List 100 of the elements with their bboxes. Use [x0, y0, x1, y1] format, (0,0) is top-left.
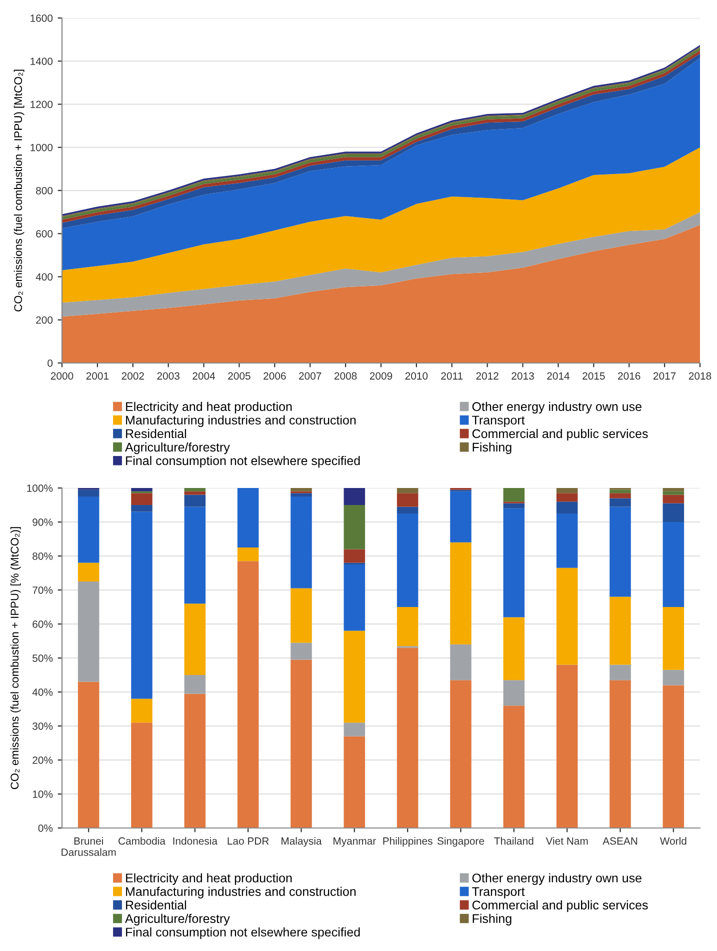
x-tick-label: Thailand: [494, 837, 534, 845]
x-tick-label: 2000: [50, 372, 74, 380]
legend-label: Commercial and public services: [472, 900, 648, 912]
x-tick-label: ASEAN: [602, 837, 638, 845]
y-tick-label: 50%: [32, 654, 53, 662]
bar: [184, 494, 206, 507]
bar: [662, 494, 684, 504]
bar: [184, 694, 206, 828]
bar: [503, 706, 525, 828]
bar: [450, 491, 472, 542]
y-tick-label: 30%: [32, 722, 53, 730]
y-tick-label: 800: [36, 187, 53, 194]
x-tick-label: Myanmar: [334, 837, 376, 847]
x-tick-label: 2015: [582, 372, 605, 380]
bar: [344, 736, 366, 828]
bar: [396, 607, 418, 646]
legend-label: Electricity and heat production: [126, 402, 292, 414]
x-tick-label: 2007: [299, 372, 322, 380]
bar: [78, 582, 100, 682]
bar: [610, 490, 631, 494]
bar: [78, 490, 100, 496]
x-tick-label: 2017: [653, 372, 676, 380]
y-tick-label: 200: [36, 316, 53, 324]
x-tick-label: 2012: [476, 372, 498, 380]
bar: [290, 660, 312, 828]
legend-label: Fishing: [472, 442, 512, 454]
y-tick-label: 0%: [38, 824, 53, 832]
x-tick-label: Singapore: [437, 837, 484, 847]
y-tick-label: 60%: [32, 620, 53, 628]
bar: [78, 562, 100, 582]
x-tick-label: Viet Nam: [546, 837, 588, 845]
bar: [662, 522, 684, 607]
legend-label: Other energy industry own use: [472, 873, 642, 885]
bar: [662, 503, 684, 522]
bar: [131, 505, 152, 512]
bar: [237, 548, 259, 562]
x-tick-label: Indonesia: [173, 837, 218, 845]
bar: [662, 488, 684, 492]
y-axis-title: CO₂ emissions (fuel combustion + IPPU) [% (MtCO₂)]: [10, 527, 21, 790]
bar: [556, 488, 578, 494]
bar: [610, 506, 631, 597]
bar: [610, 498, 631, 507]
bar: [344, 722, 366, 736]
bar: [344, 505, 366, 550]
x-tick-label: Malaysia: [282, 837, 322, 847]
bar: [610, 493, 631, 498]
bar: [450, 644, 472, 680]
bar: [131, 488, 152, 492]
y-tick-label: 100%: [27, 484, 53, 492]
bar: [610, 596, 631, 665]
bar: [184, 604, 206, 675]
legend-label: Final consumption not elsewhere specified: [126, 456, 360, 468]
bar: [503, 617, 525, 680]
bar: [556, 502, 578, 514]
x-tick-label: Brunei Darussalam: [62, 837, 116, 856]
y-tick-label: 0: [48, 360, 53, 367]
bar: [290, 493, 312, 496]
y-tick-label: 70%: [32, 586, 53, 594]
legend-label: Other energy industry own use: [472, 402, 642, 414]
bar: [237, 561, 259, 828]
x-tick-label: 2001: [86, 372, 109, 380]
y-axis-title: CO₂ emissions (fuel combustion + IPPU) [MtCO₂]: [14, 70, 24, 312]
bar: [662, 685, 684, 828]
bar: [610, 664, 631, 680]
x-tick-label: 2010: [405, 372, 428, 380]
legend-label: Residential: [126, 900, 186, 910]
bar: [610, 680, 631, 828]
y-tick-label: 80%: [32, 552, 53, 560]
bar: [131, 698, 152, 723]
legend-label: Agriculture/forestry: [125, 914, 230, 926]
y-tick-label: 20%: [32, 756, 53, 764]
bar: [503, 680, 525, 706]
bar: [290, 496, 312, 588]
x-tick-label: 2011: [441, 372, 463, 380]
bar: [662, 607, 684, 670]
bar: [503, 508, 525, 618]
y-tick-label: 40%: [32, 688, 53, 696]
legend-label: Manufacturing industries and construction: [126, 415, 356, 428]
bar: [662, 670, 684, 686]
bar: [131, 512, 152, 699]
bar: [396, 493, 418, 507]
bar: [78, 496, 100, 563]
x-tick-label: Lao PDR: [228, 837, 269, 845]
bar: [131, 493, 152, 505]
bar: [556, 514, 578, 568]
x-tick-label: World: [660, 837, 686, 845]
bar: [290, 488, 312, 492]
bar: [184, 506, 206, 604]
legend-label: Residential: [126, 428, 186, 438]
bar: [344, 549, 366, 563]
legend-label: Commercial and public services: [472, 428, 648, 441]
legend-label: Agriculture/forestry: [125, 442, 230, 454]
y-tick-label: 1200: [30, 100, 53, 108]
bar: [503, 503, 525, 508]
bar: [450, 542, 472, 644]
bar: [237, 488, 259, 548]
bar: [396, 514, 418, 607]
legend-label: Transport: [472, 887, 525, 898]
bar: [184, 675, 206, 694]
bar: [184, 488, 206, 492]
